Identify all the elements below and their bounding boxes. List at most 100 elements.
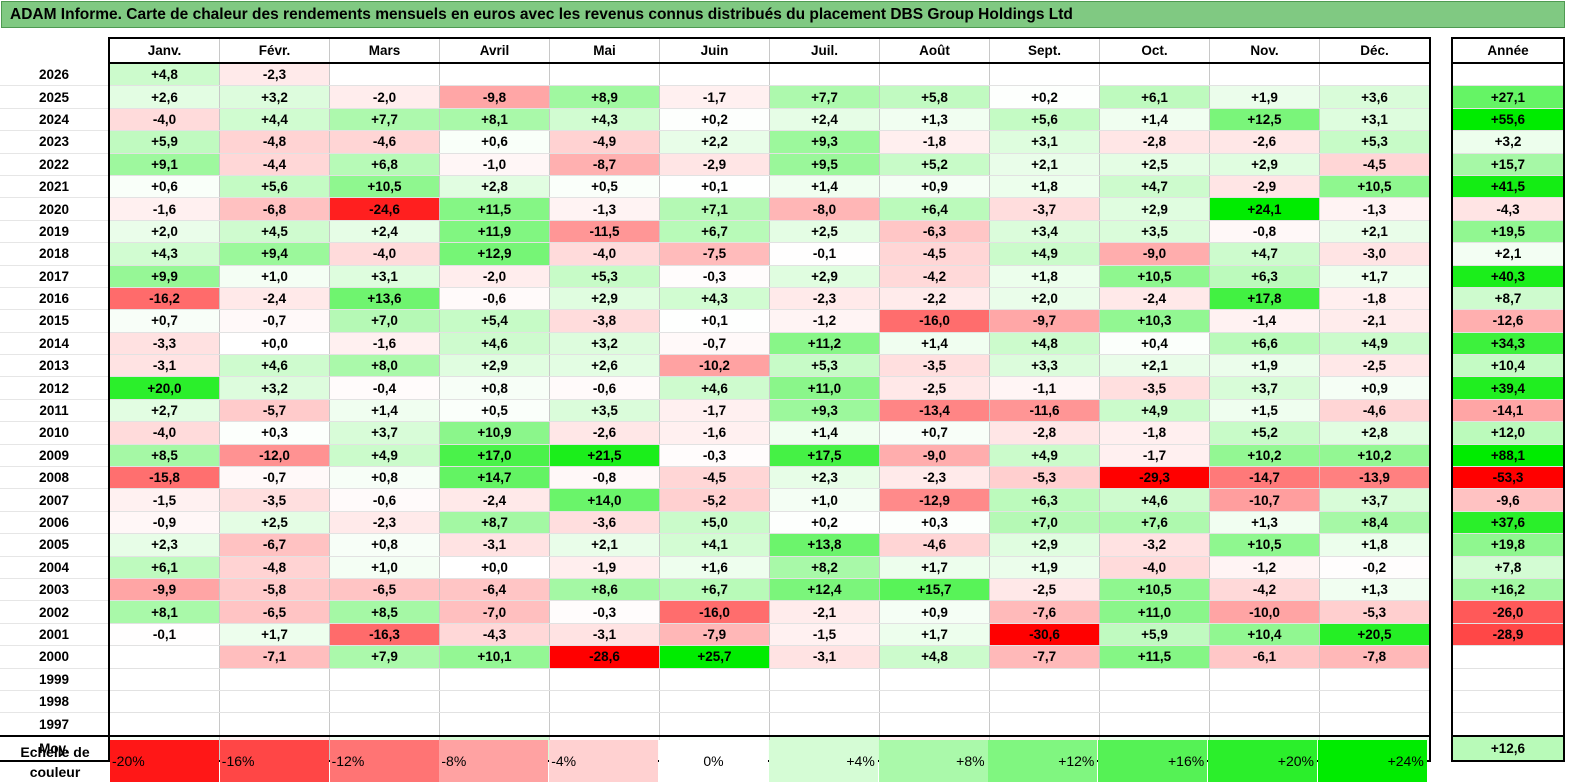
month-header: Oct. [1099, 37, 1210, 64]
heatmap-cell: +4,5 [219, 220, 330, 244]
heatmap-cell: -16,0 [659, 600, 770, 624]
heatmap-cell: -28,6 [549, 645, 660, 669]
heatmap-cell: -13,9 [1319, 466, 1431, 490]
month-header: Déc. [1319, 37, 1431, 64]
heatmap-cell: -1,6 [329, 332, 440, 356]
year-label: 2000 [0, 645, 109, 669]
heatmap-cell: -1,3 [549, 197, 660, 221]
heatmap-cell: +10,5 [1319, 175, 1431, 199]
heatmap-cell: -4,0 [329, 242, 440, 266]
year-label: 2026 [0, 63, 109, 87]
heatmap-cell: +8,9 [549, 85, 660, 109]
heatmap-cell: -2,4 [219, 287, 330, 311]
heatmap-cell: +3,1 [329, 265, 440, 288]
heatmap-cell: +2,5 [1099, 153, 1210, 176]
heatmap-cell: +8,0 [329, 354, 440, 378]
heatmap-cell: -0,6 [439, 287, 550, 311]
heatmap-cell: +7,1 [659, 197, 770, 221]
heatmap-cell: -10,2 [659, 354, 770, 378]
month-header: Avril [439, 37, 550, 64]
heatmap-cell: +1,4 [879, 332, 990, 356]
annual-returns-table: Année +27,1 +55,6 +3,2 +15,7 +41,5 -4,3 +19,5 +2… [1451, 37, 1565, 762]
heatmap-cell: -3,5 [219, 488, 330, 512]
annual-cell: +2,1 [1451, 242, 1565, 266]
heatmap-cell: -0,6 [329, 488, 440, 512]
scale-swatch: +20% [1208, 740, 1317, 782]
year-label: 2012 [0, 376, 109, 400]
year-label: 2003 [0, 578, 109, 602]
annual-cell: -12,6 [1451, 309, 1565, 333]
heatmap-cell: -1,3 [1319, 197, 1431, 221]
heatmap-cell: -3,5 [1099, 376, 1210, 400]
heatmap-cell: +8,5 [108, 444, 220, 468]
annual-cell [1451, 712, 1565, 737]
annual-cell [1451, 690, 1565, 714]
annual-cell: +88,1 [1451, 444, 1565, 468]
heatmap-cell: +6,1 [108, 556, 220, 579]
heatmap-cell: +4,8 [989, 332, 1100, 356]
heatmap-cell: -24,6 [329, 197, 440, 221]
heatmap-cell: +9,4 [219, 242, 330, 266]
year-label: 1998 [0, 690, 109, 714]
heatmap-cell: +8,6 [549, 578, 660, 602]
heatmap-cell: +7,7 [329, 108, 440, 132]
month-header: Juin [659, 37, 770, 64]
heatmap-cell: -4,0 [1099, 556, 1210, 579]
year-label: 2017 [0, 265, 109, 288]
heatmap-cell: -9,7 [989, 309, 1100, 333]
heatmap-cell: -2,9 [659, 153, 770, 176]
heatmap-cell: +8,2 [769, 556, 880, 579]
year-label: 2011 [0, 399, 109, 423]
heatmap-cell: +1,4 [769, 421, 880, 445]
annual-cell [1451, 645, 1565, 669]
heatmap-cell: +1,4 [769, 175, 880, 199]
heatmap-cell: +11,5 [439, 197, 550, 221]
heatmap-cell: -2,5 [989, 578, 1100, 602]
heatmap-cell [1319, 63, 1431, 87]
heatmap-cell: +5,3 [549, 265, 660, 288]
heatmap-cell [769, 690, 880, 714]
heatmap-cell [879, 63, 990, 87]
heatmap-cell: +6,6 [1209, 332, 1320, 356]
heatmap-cell: -0,6 [549, 376, 660, 400]
heatmap-cell: +14,7 [439, 466, 550, 490]
heatmap-cell: -1,5 [769, 623, 880, 647]
heatmap-cell: +4,7 [1209, 242, 1320, 266]
heatmap-cell: +0,9 [879, 175, 990, 199]
heatmap-cell: +10,5 [329, 175, 440, 199]
heatmap-cell: +1,3 [1319, 578, 1431, 602]
heatmap-cell: -4,5 [659, 466, 770, 490]
heatmap-cell: +15,7 [879, 578, 990, 602]
heatmap-cell: -4,6 [1319, 399, 1431, 423]
heatmap-cell: -6,7 [219, 533, 330, 557]
heatmap-cell: -5,8 [219, 578, 330, 602]
heatmap-cell: +1,3 [879, 108, 990, 132]
heatmap-cell: -6,5 [329, 578, 440, 602]
heatmap-cell [1319, 690, 1431, 714]
heatmap-cell: +5,0 [659, 511, 770, 535]
heatmap-cell [659, 712, 770, 737]
heatmap-cell: +0,1 [659, 309, 770, 333]
heatmap-cell: -16,2 [108, 287, 220, 311]
heatmap-cell: -11,6 [989, 399, 1100, 423]
heatmap-cell: +4,1 [659, 533, 770, 557]
heatmap-cell: +3,2 [219, 376, 330, 400]
heatmap-cell [989, 712, 1100, 737]
year-label: 2006 [0, 511, 109, 535]
heatmap-cell: -29,3 [1099, 466, 1210, 490]
year-label: 2020 [0, 197, 109, 221]
heatmap-cell [219, 668, 330, 691]
month-header: Févr. [219, 37, 330, 64]
heatmap-cell [549, 712, 660, 737]
heatmap-cell [989, 668, 1100, 691]
heatmap-cell: +4,6 [439, 332, 550, 356]
heatmap-cell: -16,0 [879, 309, 990, 333]
year-label: 2021 [0, 175, 109, 199]
heatmap-cell: +2,9 [1099, 197, 1210, 221]
heatmap-cell: -12,0 [219, 444, 330, 468]
heatmap-cell [439, 63, 550, 87]
average-annual-cell: +12,6 [1451, 734, 1565, 762]
heatmap-cell: -1,7 [659, 399, 770, 423]
heatmap-cell: -6,1 [1209, 645, 1320, 669]
